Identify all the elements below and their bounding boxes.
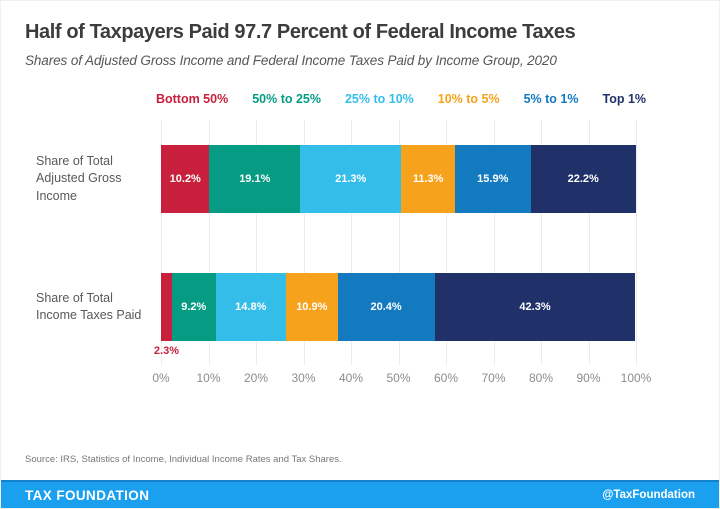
footer-bar: TAX FOUNDATION @TaxFoundation — [1, 480, 719, 508]
bar-segment: 14.8% — [215, 273, 286, 341]
legend-item: Bottom 50% — [155, 92, 229, 106]
bar-segment: 10.2% — [161, 145, 210, 213]
x-axis: 0% 10% 20% 30% 40% 50% 60% 70% 80% 90% 100% — [152, 371, 651, 387]
plot-area: Share of Total Adjusted Gross Income 10.2… — [36, 120, 637, 365]
segment-value-label: 21.3% — [335, 173, 367, 185]
x-tick-label: 100% — [620, 371, 652, 385]
segment-value-label: 9.2% — [181, 301, 207, 313]
legend-item: 5% to 1% — [523, 92, 579, 106]
segment-value-label: 11.3% — [412, 173, 444, 185]
x-tick-label: 50% — [386, 371, 411, 385]
x-tick-label: 80% — [528, 371, 554, 385]
bar-segment: 22.2% — [530, 145, 636, 213]
gridline — [398, 120, 400, 365]
bar-segment: 11.3% — [401, 145, 455, 213]
legend-item: Top 1% — [602, 92, 647, 106]
gridline — [351, 120, 352, 365]
legend-item: 10% to 5% — [437, 92, 500, 106]
bar-row: 10.2% 19.1% 21.3% 11.3% 15.9% 22.2% — [161, 145, 636, 213]
segment-value-label: 10.9% — [296, 301, 328, 313]
bar-segment: 42.3% — [434, 273, 636, 341]
segment-value-label: 10.2% — [169, 173, 201, 185]
legend-item: 25% to 10% — [344, 92, 414, 106]
header: Half of Taxpayers Paid 97.7 Percent of F… — [25, 21, 695, 68]
row-label: Share of Total Adjusted Gross Income — [36, 154, 122, 203]
bar-segment: 15.9% — [455, 145, 531, 213]
x-tick-label: 10% — [196, 371, 221, 385]
gridline — [588, 120, 590, 365]
chart-title: Half of Taxpayers Paid 97.7 Percent of F… — [25, 21, 576, 43]
bar-segment: 20.4% — [337, 273, 435, 341]
bar-row: 9.2% 14.8% 10.9% 20.4% 42.3% — [161, 273, 636, 341]
x-tick-label: 20% — [243, 371, 269, 385]
x-tick-label: 60% — [433, 371, 459, 385]
twitter-handle: @TaxFoundation — [602, 489, 695, 501]
brand-name: TAX FOUNDATION — [25, 487, 150, 503]
gridline — [446, 120, 447, 365]
outside-value-label: 2.3% — [153, 345, 179, 357]
gridline — [493, 120, 495, 365]
gridline — [208, 120, 210, 365]
segment-value-label: 14.8% — [235, 301, 267, 313]
bar-segment: 19.1% — [209, 145, 301, 213]
x-tick-label: 40% — [338, 371, 364, 385]
bar-segment: 10.9% — [285, 273, 338, 341]
x-tick-label: 0% — [152, 371, 170, 385]
gridline — [636, 120, 637, 365]
gridline — [541, 120, 542, 365]
bar-segment: 21.3% — [300, 145, 402, 213]
segment-value-label: 20.4% — [370, 301, 402, 313]
x-tick-label: 30% — [291, 371, 316, 385]
segment-value-label: 22.2% — [567, 173, 599, 185]
x-tick-label: 90% — [576, 371, 601, 385]
legend-item: 50% to 25% — [252, 92, 321, 106]
gridline — [303, 120, 305, 365]
bar-segment: 9.2% — [171, 273, 216, 341]
gridline — [161, 120, 162, 365]
bar-segment — [161, 273, 172, 341]
gridline — [256, 120, 257, 365]
segment-value-label: 15.9% — [477, 173, 509, 185]
segment-value-label: 42.3% — [519, 301, 551, 313]
row-label: Share of Total Income Taxes Paid — [36, 290, 142, 322]
x-tick-label: 70% — [481, 371, 506, 385]
chart-subtitle: Shares of Adjusted Gross Income and Fede… — [25, 53, 557, 68]
segment-value-label: 19.1% — [239, 173, 271, 185]
source-note: Source: IRS, Statistics of Income, Indiv… — [25, 454, 342, 465]
legend: Bottom 50% 50% to 25% 25% to 10% 10% to 5% 5… — [151, 92, 651, 106]
